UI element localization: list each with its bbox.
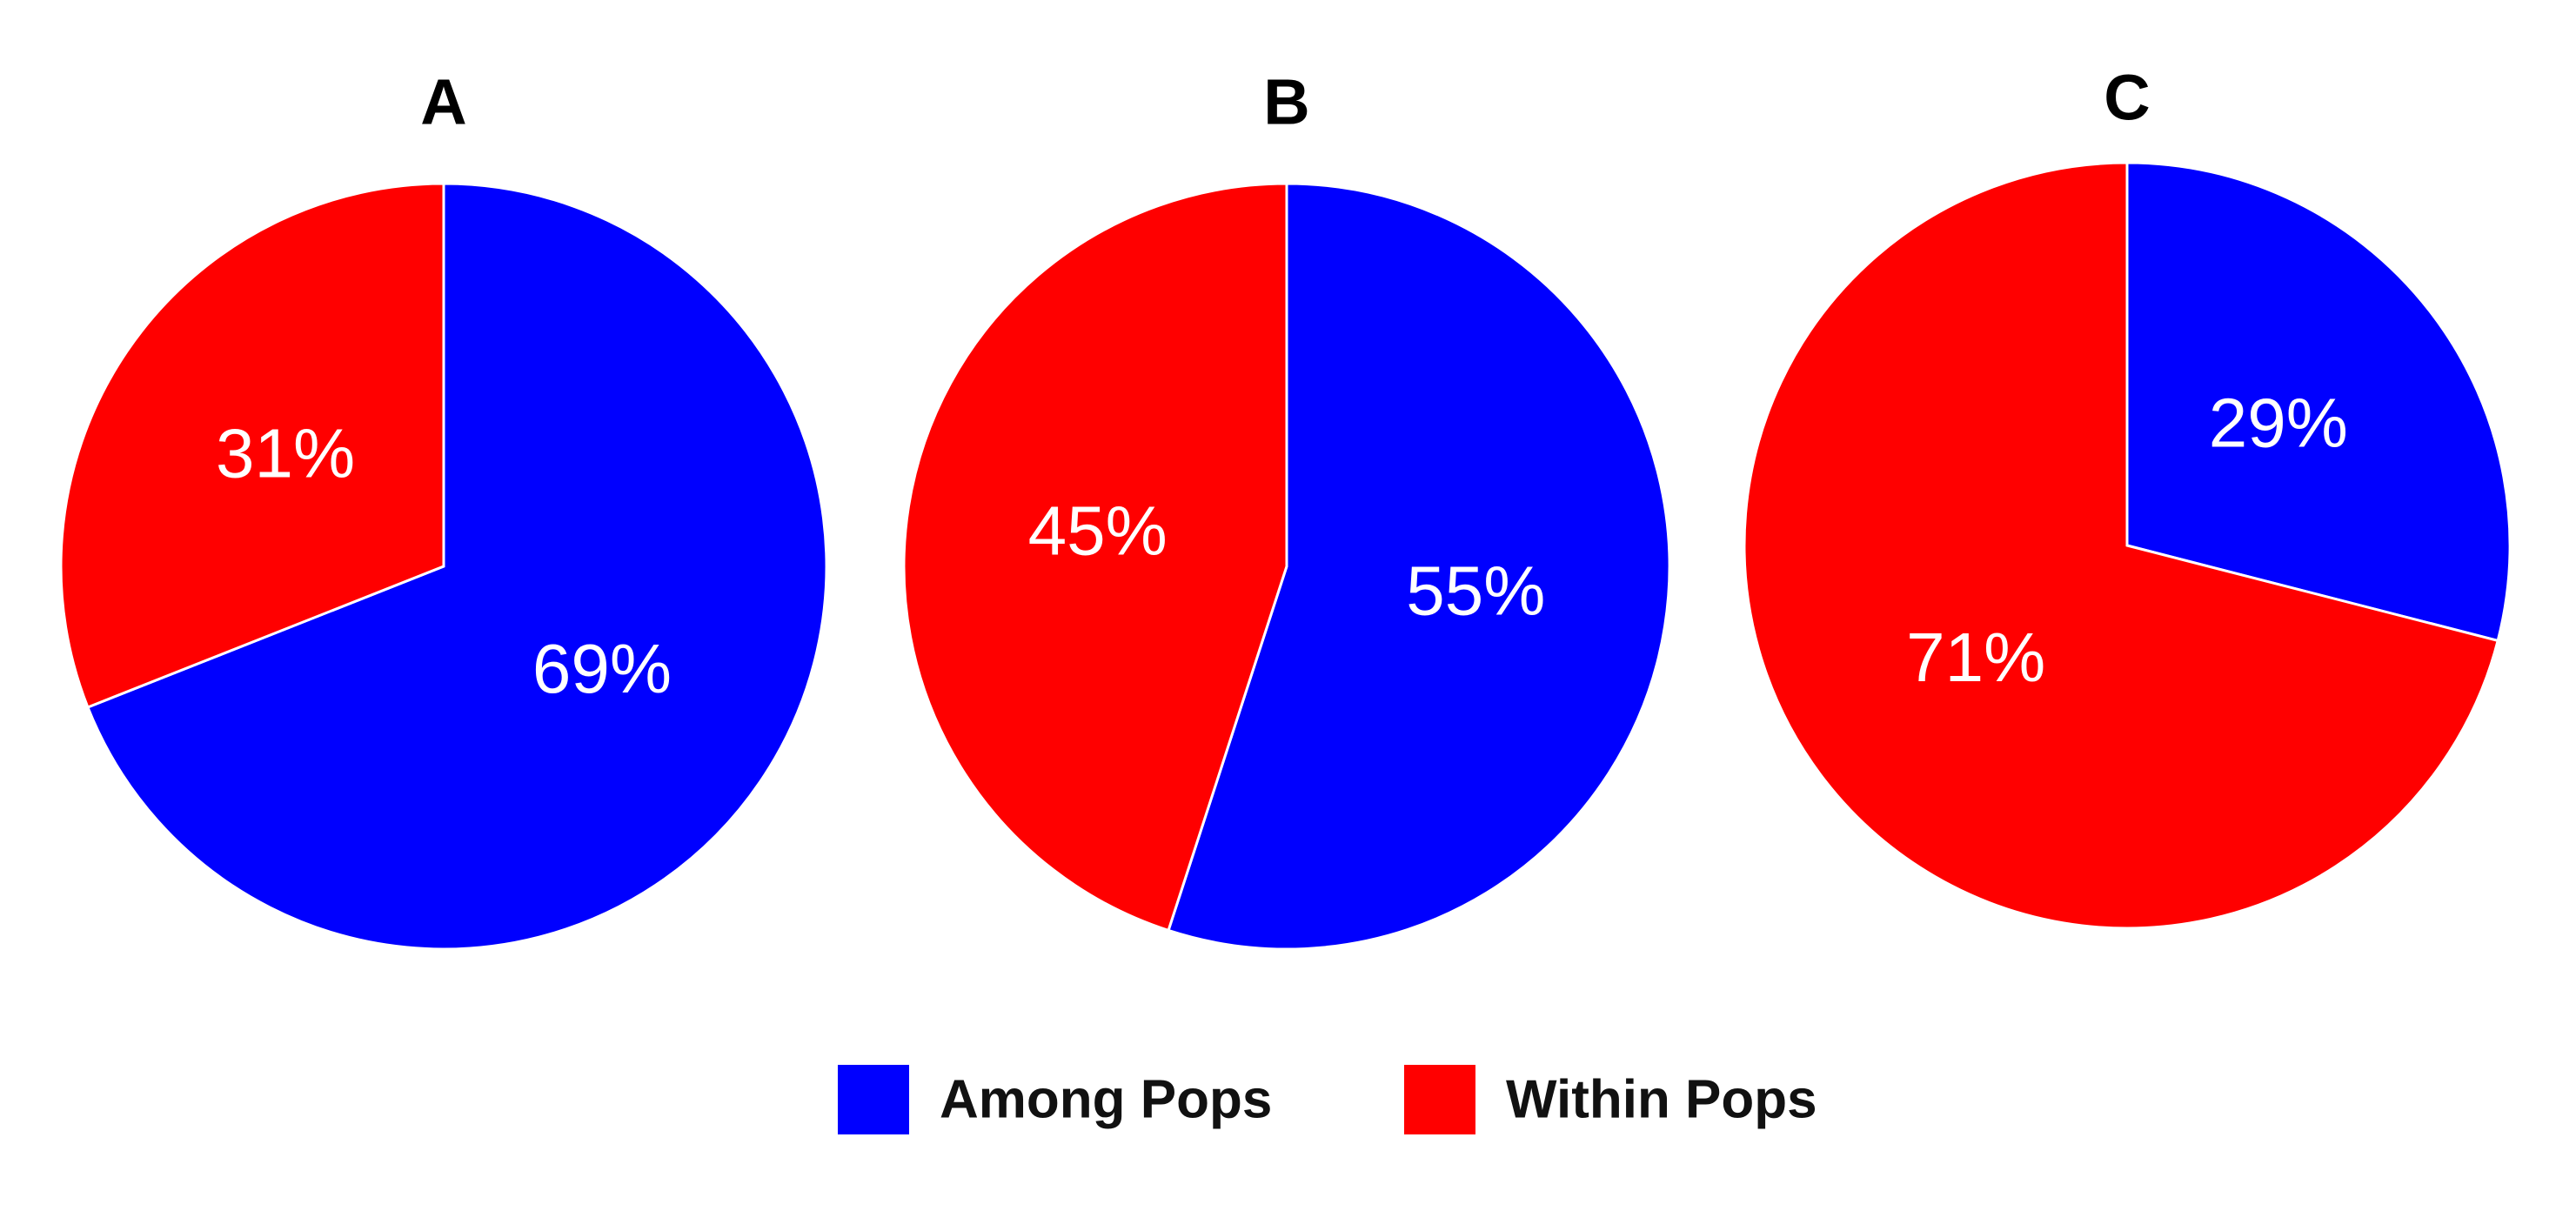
pie-slice [85, 182, 828, 951]
chart-title: A [420, 66, 466, 138]
value-label: 29% [2209, 384, 2348, 461]
value-label: 55% [1406, 552, 1545, 630]
pie-slice [2125, 161, 2512, 643]
pie-slice [902, 182, 1288, 933]
value-label: 45% [1028, 492, 1168, 570]
value-label: 31% [216, 414, 355, 492]
legend-swatch [838, 1065, 909, 1134]
value-label: 69% [532, 630, 672, 707]
legend-label: Among Pops [940, 1069, 1272, 1129]
legend-swatch [1404, 1065, 1475, 1134]
pie-slice [1167, 182, 1671, 951]
pie-slice [1743, 161, 2500, 930]
legend-label: Within Pops [1506, 1069, 1817, 1129]
value-label: 71% [1906, 619, 2045, 696]
chart-title: C [2104, 62, 2150, 134]
pie-slice [59, 182, 445, 709]
chart-title: B [1263, 66, 1309, 138]
